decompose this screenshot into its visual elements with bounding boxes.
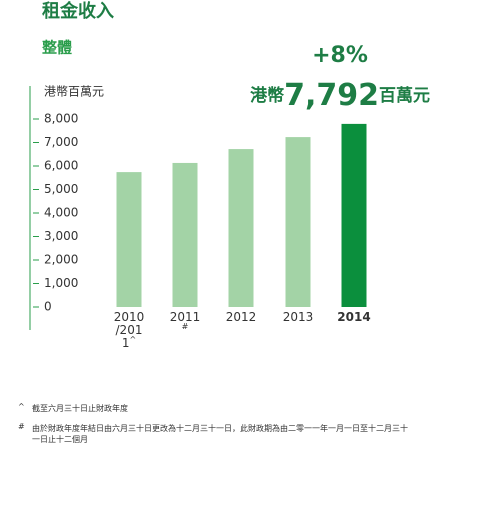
chart-subtitle: 整體 (42, 39, 72, 57)
bar (228, 149, 254, 307)
highlight-change: +8% (312, 43, 368, 68)
y-tick-label: 2,000 (44, 253, 78, 267)
footnote-marker: # (181, 322, 189, 331)
footnote-mark: # (18, 422, 25, 431)
highlight-value: 7,792 (284, 78, 379, 113)
y-tick-label: 3,000 (44, 229, 78, 243)
x-tick-label: 2013 (281, 311, 315, 324)
category-text: 2010/2011 (113, 310, 145, 350)
highlight-unit: 百萬元 (379, 85, 430, 106)
footnote: # 由於財政年度年結日由六月三十日更改為十二月三十一日，此財政期為由二零一一年一月… (18, 422, 412, 445)
y-axis-label: 港幣百萬元 (44, 85, 104, 99)
chart-title: 租金收入 (42, 0, 114, 22)
bar (285, 137, 311, 307)
y-tick-label: 0 (44, 300, 52, 314)
footnote-text: 由於財政年度年結日由六月三十日更改為十二月三十一日，此財政期為由二零一一年一月一… (32, 424, 408, 444)
y-tick-label: 1,000 (44, 276, 78, 290)
y-tick-label: 8,000 (44, 112, 78, 126)
bar (116, 172, 142, 307)
highlight-prefix: 港幣 (250, 85, 284, 106)
footnote-text: 截至六月三十日止財政年度 (32, 404, 128, 413)
x-tick-label: 2011# (168, 311, 202, 337)
category-text: 2011 (169, 310, 201, 324)
footnote-mark: ^ (18, 402, 25, 411)
highlight-amount: 港幣7,792百萬元 (250, 78, 430, 113)
footnote: ^ 截至六月三十日止財政年度 (18, 402, 412, 414)
y-tick-label: 4,000 (44, 206, 78, 220)
category-text: 2012 (225, 310, 257, 324)
footnote-marker: ^ (129, 335, 137, 344)
bar (341, 123, 367, 307)
category-text: 2014 (337, 310, 371, 324)
x-tick-label: 2010/2011^ (112, 311, 146, 350)
y-tick-label: 5,000 (44, 182, 78, 196)
category-text: 2013 (282, 310, 314, 324)
x-tick-label: 2012 (224, 311, 258, 324)
bar (172, 162, 198, 307)
y-tick-label: 7,000 (44, 135, 78, 149)
y-tick-label: 6,000 (44, 159, 78, 173)
x-tick-label: 2014 (337, 311, 371, 324)
